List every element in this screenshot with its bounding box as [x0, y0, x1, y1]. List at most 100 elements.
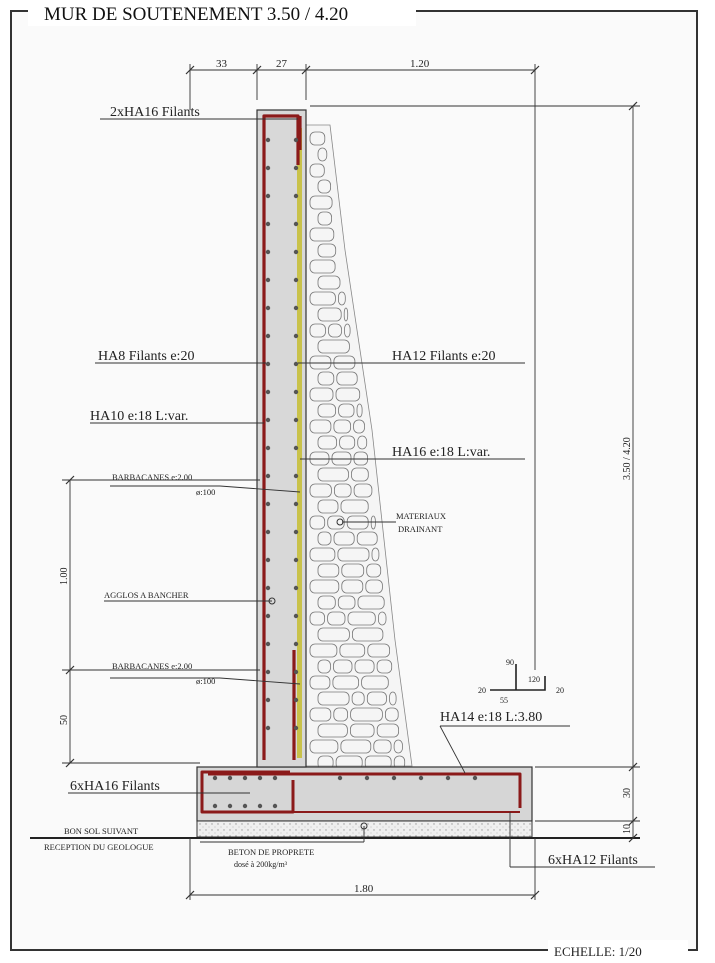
hook-right-top: 120: [528, 675, 540, 684]
rebar-dot: [265, 333, 271, 339]
stone: [357, 435, 368, 450]
rebar-dot: [265, 669, 271, 675]
stone: [371, 547, 380, 562]
stone: [357, 595, 385, 610]
stone: [317, 147, 328, 162]
label-barbacanes-1-dia: ø:100: [196, 487, 215, 497]
rebar-dot: [265, 557, 271, 563]
stone: [365, 579, 383, 594]
rebar-dot: [265, 445, 271, 451]
rebar-dot: [337, 775, 343, 781]
dim-right-footing: 30: [622, 788, 633, 798]
stone: [309, 611, 326, 626]
agglos-marker: [268, 597, 276, 605]
stone: [367, 643, 390, 658]
stone: [339, 643, 366, 658]
stone: [333, 531, 355, 546]
stone: [344, 323, 351, 338]
stone: [341, 563, 365, 578]
stone: [317, 659, 331, 674]
dim-right-height: 3.50 / 4.20: [622, 437, 633, 480]
rebar-dot: [265, 697, 271, 703]
rebar-dot: [418, 775, 424, 781]
rebar-dot: [257, 775, 263, 781]
stone: [335, 387, 361, 402]
stone: [332, 675, 359, 690]
stone: [328, 323, 342, 338]
stone: [309, 387, 334, 402]
label-ha14: HA14 e:18 L:3.80: [440, 710, 542, 725]
stone: [317, 467, 349, 482]
stone: [336, 371, 358, 386]
rebar-dot: [265, 473, 271, 479]
stone: [327, 515, 345, 530]
stone: [317, 531, 332, 546]
label-ha12: HA12 Filants e:20: [392, 349, 495, 364]
rebar-dot: [227, 803, 233, 809]
stone: [347, 611, 376, 626]
label-six-ha16: 6xHA16 Filants: [70, 779, 160, 794]
stone: [317, 243, 337, 258]
stone: [339, 435, 356, 450]
rebar-dot: [293, 473, 299, 479]
stone: [317, 211, 333, 226]
stone: [317, 563, 340, 578]
rebar-dot: [265, 193, 271, 199]
label-beton-a: BETON DE PROPRETE: [228, 847, 314, 857]
stone: [343, 307, 349, 322]
stone: [309, 739, 339, 754]
rebar-dot: [445, 775, 451, 781]
stone: [337, 547, 370, 562]
stone: [376, 659, 393, 674]
rebar-dot: [293, 165, 299, 171]
rebar-dot: [242, 775, 248, 781]
stone: [317, 275, 341, 290]
rebar-dot: [293, 725, 299, 731]
stone: [356, 403, 363, 418]
stone: [309, 675, 331, 690]
dim-right-blinding: 10: [622, 824, 633, 834]
stone: [333, 355, 356, 370]
rebar-dot: [265, 529, 271, 535]
stone: [309, 259, 336, 274]
rebar-dot: [293, 501, 299, 507]
stone: [366, 563, 382, 578]
rebar-dot: [293, 193, 299, 199]
rebar-dot: [212, 775, 218, 781]
stone: [346, 515, 369, 530]
stone: [354, 659, 375, 674]
rebar-dot: [227, 775, 233, 781]
stone: [353, 451, 369, 466]
label-drain-b: DRAINANT: [398, 524, 443, 534]
stone: [370, 515, 376, 530]
rebar-dot: [265, 137, 271, 143]
stone: [331, 451, 352, 466]
label-top-bars: 2xHA16 Filants: [110, 105, 200, 120]
dim-left-lower: 50: [59, 715, 70, 725]
dimension-ticks: [65, 65, 638, 900]
stone: [337, 291, 346, 306]
rebar-dot: [272, 803, 278, 809]
stone: [361, 675, 389, 690]
rebar-dots: [212, 137, 478, 809]
stone: [309, 131, 326, 146]
stone: [333, 659, 353, 674]
rebar-dot: [293, 137, 299, 143]
stone: [384, 707, 399, 722]
stone: [338, 403, 355, 418]
rebar-dot: [293, 389, 299, 395]
label-ground-b: RECEPTION DU GEOLOGUE: [44, 842, 154, 852]
stone: [309, 483, 332, 498]
hook-left: 20: [478, 686, 486, 695]
stone: [327, 611, 346, 626]
rebar-dot: [242, 803, 248, 809]
stone: [309, 291, 336, 306]
stone: [317, 627, 350, 642]
stone: [333, 707, 348, 722]
label-barbacanes-2: BARBACANES e:2.00: [112, 661, 192, 671]
rebar-dot: [265, 389, 271, 395]
rebar-dot: [212, 803, 218, 809]
stone: [349, 723, 375, 738]
rebar-dot: [293, 305, 299, 311]
